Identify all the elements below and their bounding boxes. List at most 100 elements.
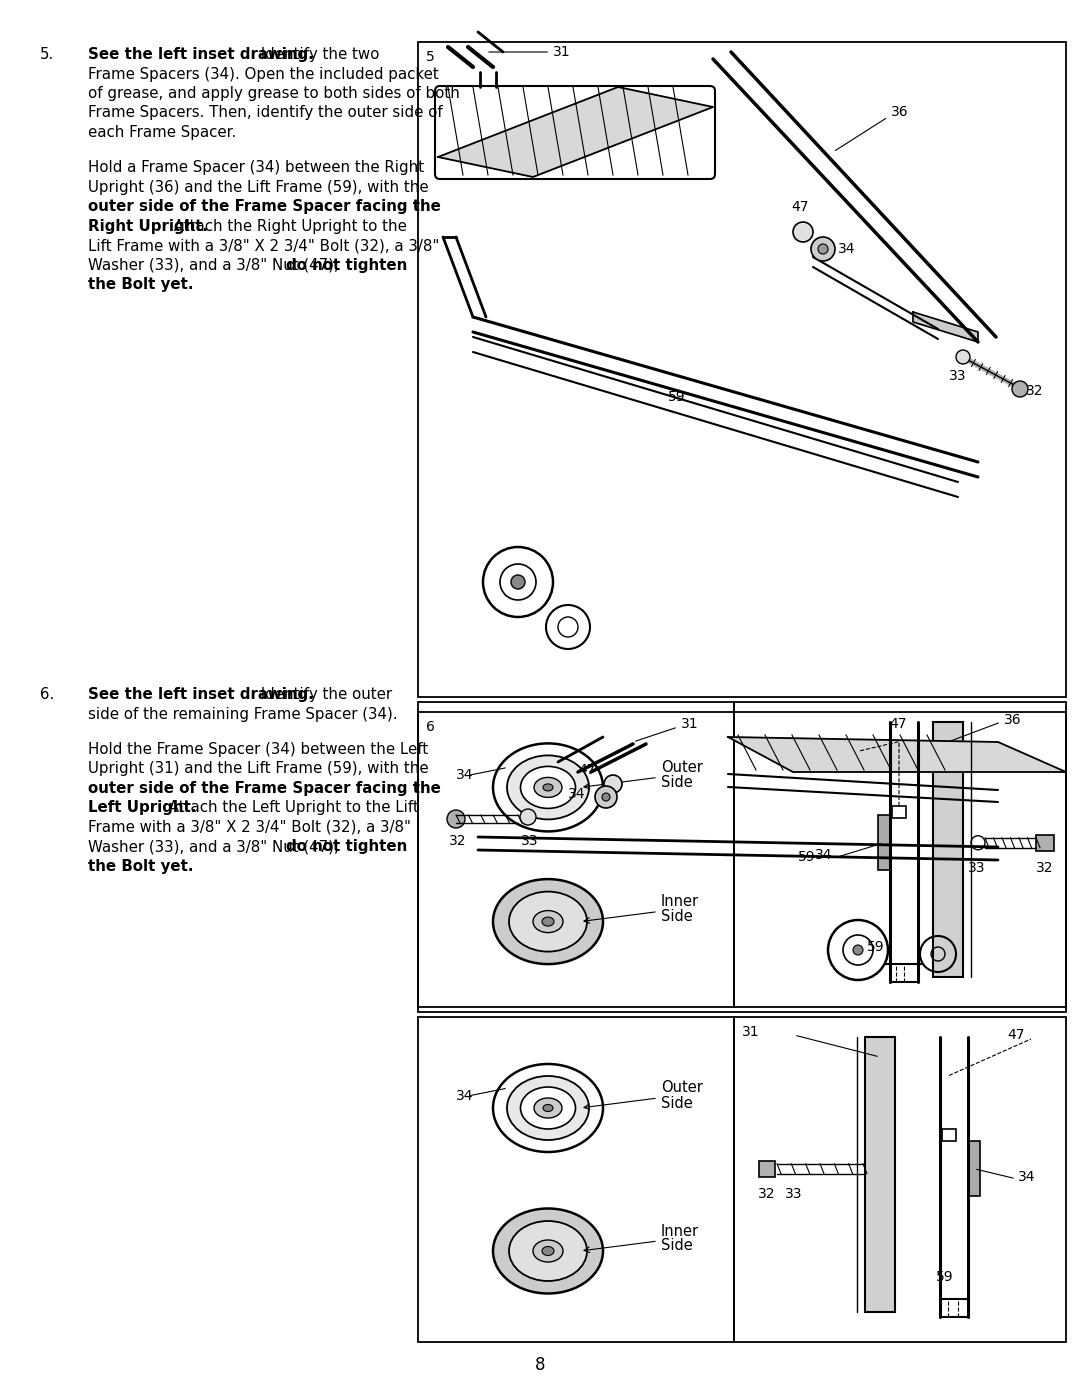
Ellipse shape bbox=[492, 1065, 603, 1153]
Circle shape bbox=[1012, 381, 1028, 397]
Text: 47: 47 bbox=[579, 763, 596, 777]
Text: 47: 47 bbox=[791, 200, 809, 214]
Text: Frame with a 3/8" X 2 3/4" Bolt (32), a 3/8": Frame with a 3/8" X 2 3/4" Bolt (32), a … bbox=[87, 820, 411, 834]
Circle shape bbox=[519, 809, 536, 826]
Ellipse shape bbox=[534, 911, 563, 933]
Text: 34: 34 bbox=[456, 1090, 473, 1104]
Ellipse shape bbox=[507, 1076, 589, 1140]
Circle shape bbox=[956, 351, 970, 365]
Text: Upright (36) and the Lift Frame (59), with the: Upright (36) and the Lift Frame (59), wi… bbox=[87, 180, 429, 194]
Text: 5: 5 bbox=[426, 50, 435, 64]
Ellipse shape bbox=[534, 777, 562, 798]
Bar bbox=[418, 1017, 734, 1343]
Ellipse shape bbox=[534, 1098, 562, 1118]
Text: 31: 31 bbox=[742, 1025, 759, 1039]
Text: the Bolt yet.: the Bolt yet. bbox=[87, 277, 193, 292]
Ellipse shape bbox=[543, 784, 553, 791]
Text: 34: 34 bbox=[1018, 1169, 1036, 1183]
Bar bbox=[865, 1037, 895, 1312]
Text: 59: 59 bbox=[936, 1270, 954, 1284]
Text: outer side of the Frame Spacer facing the: outer side of the Frame Spacer facing th… bbox=[87, 200, 441, 214]
Text: Hold a Frame Spacer (34) between the Right: Hold a Frame Spacer (34) between the Rig… bbox=[87, 161, 424, 175]
Text: Identify the outer: Identify the outer bbox=[256, 687, 392, 703]
Text: 33: 33 bbox=[785, 1186, 802, 1201]
Text: 5.: 5. bbox=[40, 47, 54, 61]
Ellipse shape bbox=[542, 1246, 554, 1256]
Polygon shape bbox=[438, 87, 713, 177]
Text: 6: 6 bbox=[426, 719, 435, 733]
Text: of grease, and apply grease to both sides of both: of grease, and apply grease to both side… bbox=[87, 87, 460, 101]
Ellipse shape bbox=[521, 767, 576, 809]
Ellipse shape bbox=[507, 756, 589, 820]
Text: Outer: Outer bbox=[661, 760, 703, 775]
Bar bbox=[418, 42, 1066, 697]
Text: each Frame Spacer.: each Frame Spacer. bbox=[87, 124, 237, 140]
Text: 34: 34 bbox=[814, 848, 832, 862]
Bar bbox=[942, 1129, 956, 1140]
Bar bbox=[418, 703, 734, 1007]
Text: Side: Side bbox=[661, 1095, 692, 1111]
Text: 36: 36 bbox=[1004, 712, 1022, 726]
Text: Outer: Outer bbox=[661, 1080, 703, 1095]
Text: side of the remaining Frame Spacer (34).: side of the remaining Frame Spacer (34). bbox=[87, 707, 397, 721]
Circle shape bbox=[793, 222, 813, 242]
Text: 31: 31 bbox=[489, 45, 570, 59]
Text: Left Upright.: Left Upright. bbox=[87, 800, 197, 814]
Text: 32: 32 bbox=[758, 1186, 775, 1201]
Ellipse shape bbox=[492, 1208, 603, 1294]
Bar bbox=[892, 806, 906, 817]
Bar bbox=[933, 722, 963, 977]
Text: 32: 32 bbox=[449, 834, 467, 848]
Circle shape bbox=[853, 944, 863, 956]
Polygon shape bbox=[728, 738, 1066, 773]
Text: 59: 59 bbox=[669, 390, 686, 404]
Text: 34: 34 bbox=[456, 768, 473, 782]
Text: 8: 8 bbox=[535, 1356, 545, 1375]
Text: Washer (33), and a 3/8" Nut (47);: Washer (33), and a 3/8" Nut (47); bbox=[87, 840, 343, 854]
Bar bbox=[878, 814, 890, 870]
Text: Inner: Inner bbox=[661, 894, 699, 909]
Text: See the left inset drawing.: See the left inset drawing. bbox=[87, 687, 314, 703]
Circle shape bbox=[811, 237, 835, 261]
Text: 34: 34 bbox=[568, 787, 585, 800]
Text: Side: Side bbox=[661, 1239, 692, 1253]
Ellipse shape bbox=[534, 1241, 563, 1261]
Ellipse shape bbox=[492, 743, 603, 831]
Text: 59: 59 bbox=[867, 940, 885, 954]
Text: Identify the two: Identify the two bbox=[256, 47, 379, 61]
Text: 6.: 6. bbox=[40, 687, 54, 703]
Text: the Bolt yet.: the Bolt yet. bbox=[87, 859, 193, 873]
Text: Upright (31) and the Lift Frame (59), with the: Upright (31) and the Lift Frame (59), wi… bbox=[87, 761, 429, 777]
Text: Frame Spacers (34). Open the included packet: Frame Spacers (34). Open the included pa… bbox=[87, 67, 438, 81]
Bar bbox=[759, 1161, 775, 1176]
Text: 47: 47 bbox=[889, 717, 907, 731]
Text: do not tighten: do not tighten bbox=[286, 840, 407, 854]
Text: Lift Frame with a 3/8" X 2 3/4" Bolt (32), a 3/8": Lift Frame with a 3/8" X 2 3/4" Bolt (32… bbox=[87, 237, 440, 253]
Ellipse shape bbox=[509, 1221, 588, 1281]
Circle shape bbox=[595, 787, 617, 807]
Text: 33: 33 bbox=[522, 834, 539, 848]
Circle shape bbox=[604, 775, 622, 793]
Bar bbox=[734, 703, 1066, 1007]
Text: 32: 32 bbox=[1036, 861, 1054, 875]
Ellipse shape bbox=[521, 1087, 576, 1129]
Ellipse shape bbox=[509, 891, 588, 951]
Polygon shape bbox=[913, 312, 978, 342]
Text: 33: 33 bbox=[969, 861, 986, 875]
Text: outer side of the Frame Spacer facing the: outer side of the Frame Spacer facing th… bbox=[87, 781, 441, 796]
Text: 33: 33 bbox=[949, 369, 967, 383]
Text: 47: 47 bbox=[1008, 1028, 1025, 1042]
Bar bbox=[418, 712, 1066, 1011]
Text: 31: 31 bbox=[681, 717, 699, 731]
Ellipse shape bbox=[542, 916, 554, 926]
Bar bbox=[734, 1017, 1066, 1343]
Text: 34: 34 bbox=[838, 242, 855, 256]
Text: 59: 59 bbox=[798, 849, 815, 863]
Circle shape bbox=[971, 835, 985, 849]
Text: Attach the Left Upright to the Lift: Attach the Left Upright to the Lift bbox=[164, 800, 419, 814]
Ellipse shape bbox=[492, 879, 603, 964]
Text: Inner: Inner bbox=[661, 1224, 699, 1239]
Circle shape bbox=[511, 576, 525, 590]
Bar bbox=[968, 1141, 980, 1196]
Text: Side: Side bbox=[661, 775, 692, 789]
